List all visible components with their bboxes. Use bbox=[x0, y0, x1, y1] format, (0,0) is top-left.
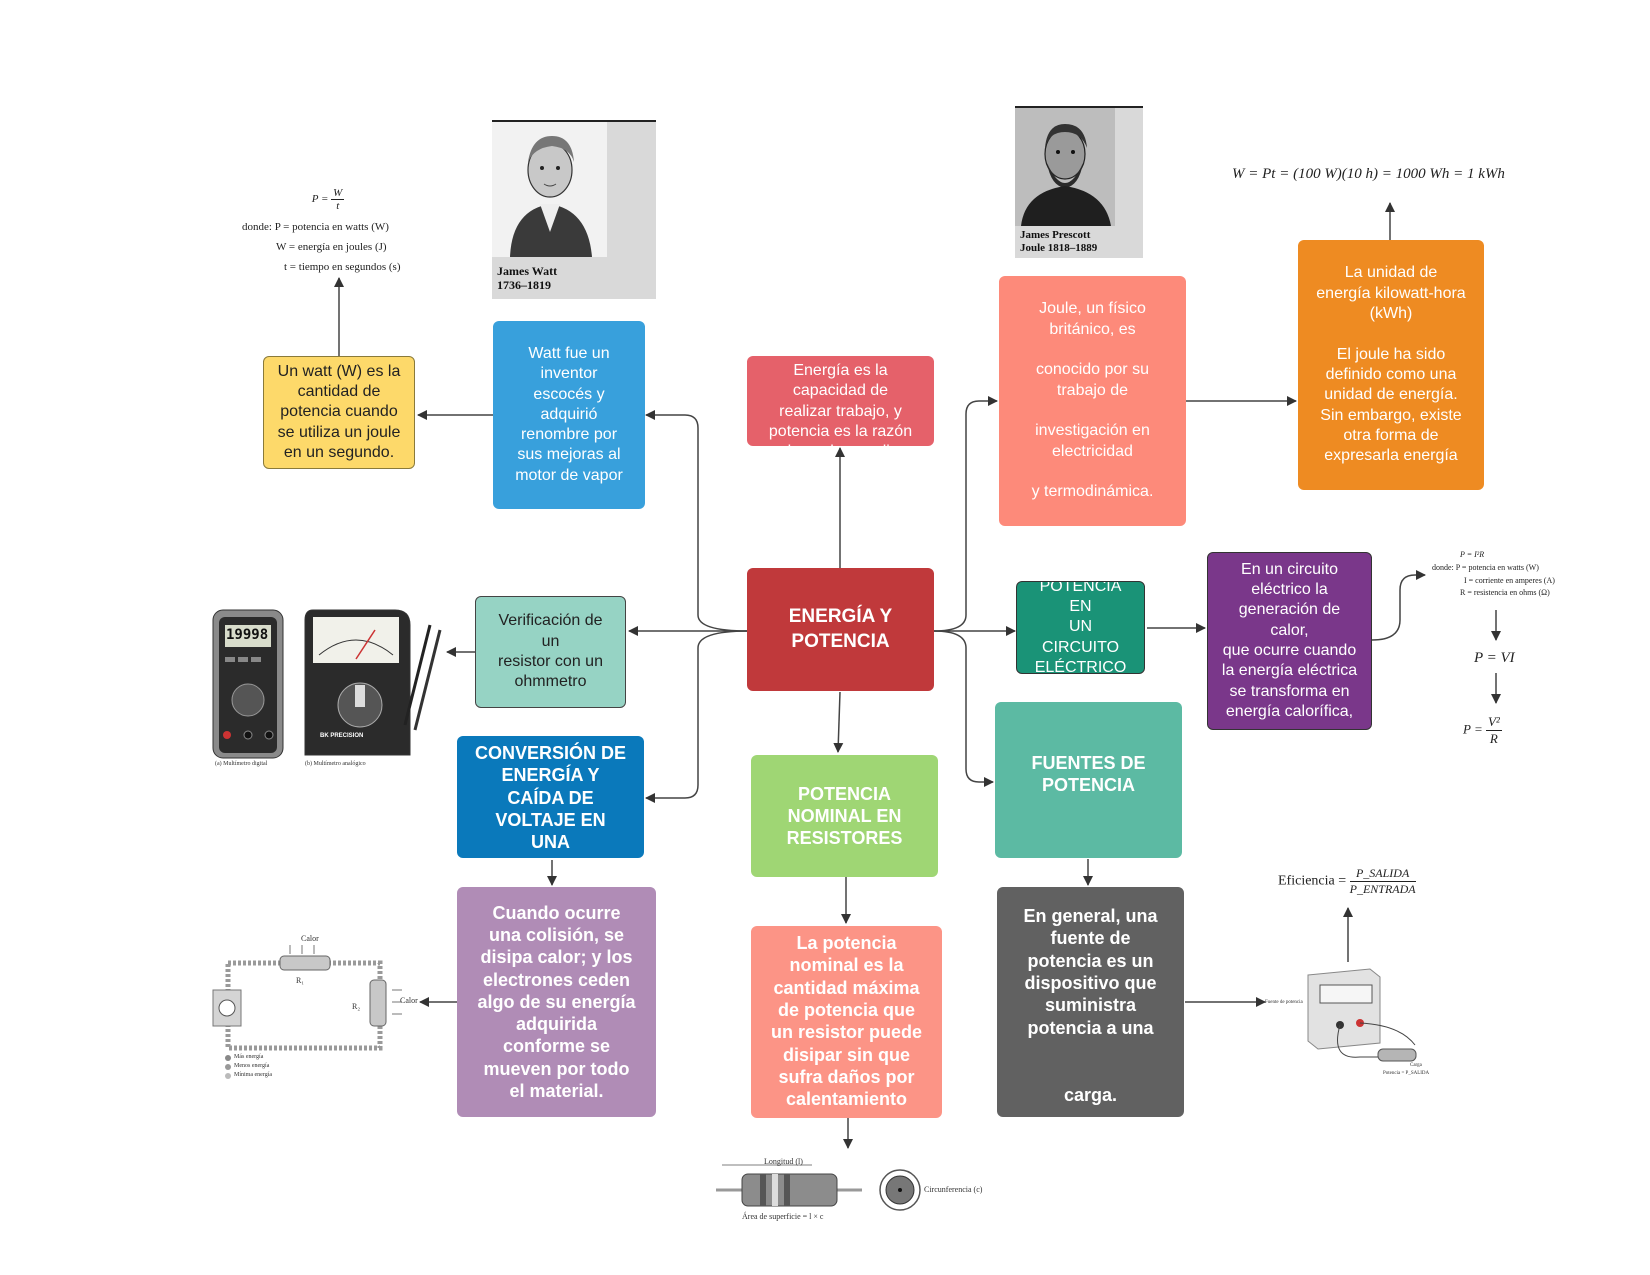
circumference-label: Circunferencia (c) bbox=[924, 1185, 983, 1194]
resistor-area-label: Área de superficie = l × c bbox=[742, 1212, 824, 1221]
caption-watt: James Watt 1736–1819 bbox=[497, 264, 558, 293]
power-source-label: Fuente de potencia bbox=[1265, 1000, 1303, 1005]
node-verify-text: Verificación de un resistor con un ohmme… bbox=[498, 612, 603, 691]
portrait-james-watt: James Watt 1736–1819 bbox=[492, 120, 656, 299]
caption-joule: James Prescott Joule 1818–1889 bbox=[1020, 229, 1098, 255]
load-label: Carga bbox=[1410, 1063, 1422, 1068]
heat-circuit-illustration bbox=[212, 945, 402, 1079]
node-sources-desc-text: En general, una fuente de potencia es un… bbox=[1023, 906, 1158, 1105]
portrait-engraving-joule bbox=[1015, 108, 1115, 226]
node-sources-desc[interactable]: En general, una fuente de potencia es un… bbox=[997, 887, 1184, 1117]
node-conversion[interactable]: CONVERSIÓN DE ENERGÍA Y CAÍDA DE VOLTAJE… bbox=[457, 736, 644, 858]
node-sources-text: FUENTES DE POTENCIA bbox=[1031, 753, 1146, 796]
heat-label-side: Calor bbox=[400, 996, 418, 1005]
node-joule-text: Joule, un físico británico, es conocido … bbox=[1031, 300, 1154, 501]
node-watt-unit[interactable]: Un watt (W) es la cantidad de potencia c… bbox=[263, 356, 415, 469]
resistor-length-label: Longitud (l) bbox=[764, 1157, 803, 1166]
power-source-illustration bbox=[1307, 968, 1417, 1062]
node-nominal[interactable]: POTENCIA NOMINAL EN RESISTORES bbox=[751, 755, 938, 877]
load-power-label: Potencia = P_SALIDA bbox=[1383, 1071, 1430, 1076]
edge-center-watt bbox=[645, 410, 749, 632]
edge-desc-i2r bbox=[1371, 570, 1426, 641]
legend-less-energy: Menos energía bbox=[234, 1063, 270, 1069]
node-energy[interactable]: Energía es la capacidad de realizar trab… bbox=[747, 356, 934, 446]
meter-brand: BK PRECISION bbox=[320, 733, 364, 739]
formula-efficiency: Eficiencia = P_SALIDA P_ENTRADA bbox=[1278, 866, 1416, 896]
node-energy-text: Energía es la capacidad de realizar trab… bbox=[768, 362, 913, 446]
node-nominal-desc-text: La potencia nominal es la cantidad máxim… bbox=[770, 933, 923, 1110]
legend-min-energy: Mínima energía bbox=[234, 1072, 273, 1078]
node-center[interactable]: ENERGÍA Y POTENCIA bbox=[747, 568, 934, 691]
edge-center-sources bbox=[933, 630, 994, 787]
edge-center-conversion bbox=[645, 630, 749, 803]
node-watt-bio[interactable]: Watt fue un inventor escocés y adquirió … bbox=[493, 321, 645, 509]
meter-display: 19998 bbox=[226, 627, 269, 643]
node-kwh[interactable]: La unidad de energía kilowatt-hora (kWh)… bbox=[1298, 240, 1484, 490]
resistor-illustration bbox=[716, 1164, 921, 1211]
node-watt-unit-text: Un watt (W) es la cantidad de potencia c… bbox=[277, 362, 401, 461]
meter-caption-digital: (a) Multímetro digital bbox=[215, 761, 268, 767]
node-collision-text: Cuando ocurre una colisión, se disipa ca… bbox=[477, 902, 636, 1102]
label-r2: R₂ bbox=[352, 1002, 361, 1011]
digital-multimeter bbox=[212, 609, 284, 759]
node-verify[interactable]: Verificación de un resistor con un ohmme… bbox=[475, 596, 626, 708]
analog-multimeter bbox=[304, 609, 442, 756]
node-circuit-desc-text: En un circuito eléctrico la generación d… bbox=[1221, 560, 1358, 720]
legend-more-energy: Más energía bbox=[234, 1054, 264, 1060]
formula-vi: P = VI bbox=[1474, 650, 1515, 666]
node-center-text: ENERGÍA Y POTENCIA bbox=[788, 606, 893, 652]
portrait-james-joule: James Prescott Joule 1818–1889 bbox=[1015, 106, 1143, 258]
node-conversion-text: CONVERSIÓN DE ENERGÍA Y CAÍDA DE VOLTAJE… bbox=[474, 743, 627, 853]
heat-label-top: Calor bbox=[301, 934, 319, 943]
formula-i2r: P = I²R donde: P = potencia en watts (W)… bbox=[1432, 550, 1555, 598]
multimeters-illustration bbox=[212, 609, 442, 759]
node-nominal-text: POTENCIA NOMINAL EN RESISTORES bbox=[786, 783, 903, 849]
node-sources[interactable]: FUENTES DE POTENCIA bbox=[995, 702, 1182, 858]
portrait-engraving-watt bbox=[492, 122, 607, 257]
label-r1: R₁ bbox=[296, 976, 305, 985]
node-watt-bio-text: Watt fue un inventor escocés y adquirió … bbox=[515, 344, 623, 484]
node-collision[interactable]: Cuando ocurre una colisión, se disipa ca… bbox=[457, 887, 656, 1117]
node-circuit-text: POTENCIA EN UN CIRCUITO ELÉCTRICO bbox=[1034, 581, 1127, 674]
node-circuit-desc[interactable]: En un circuito eléctrico la generación d… bbox=[1207, 552, 1372, 730]
formula-kwh: W = Pt = (100 W)(10 h) = 1000 Wh = 1 kWh bbox=[1232, 166, 1505, 182]
meter-caption-analog: (b) Multímetro analógico bbox=[305, 761, 366, 767]
node-nominal-desc[interactable]: La potencia nominal es la cantidad máxim… bbox=[751, 926, 942, 1118]
formula-v2r: P = V² R bbox=[1463, 714, 1502, 746]
edge-center-nominal bbox=[833, 691, 844, 753]
node-circuit[interactable]: POTENCIA EN UN CIRCUITO ELÉCTRICO bbox=[1016, 581, 1145, 674]
node-joule[interactable]: Joule, un físico británico, es conocido … bbox=[999, 276, 1186, 526]
node-kwh-text: La unidad de energía kilowatt-hora (kWh)… bbox=[1316, 264, 1466, 465]
edge-center-joule bbox=[933, 396, 998, 632]
